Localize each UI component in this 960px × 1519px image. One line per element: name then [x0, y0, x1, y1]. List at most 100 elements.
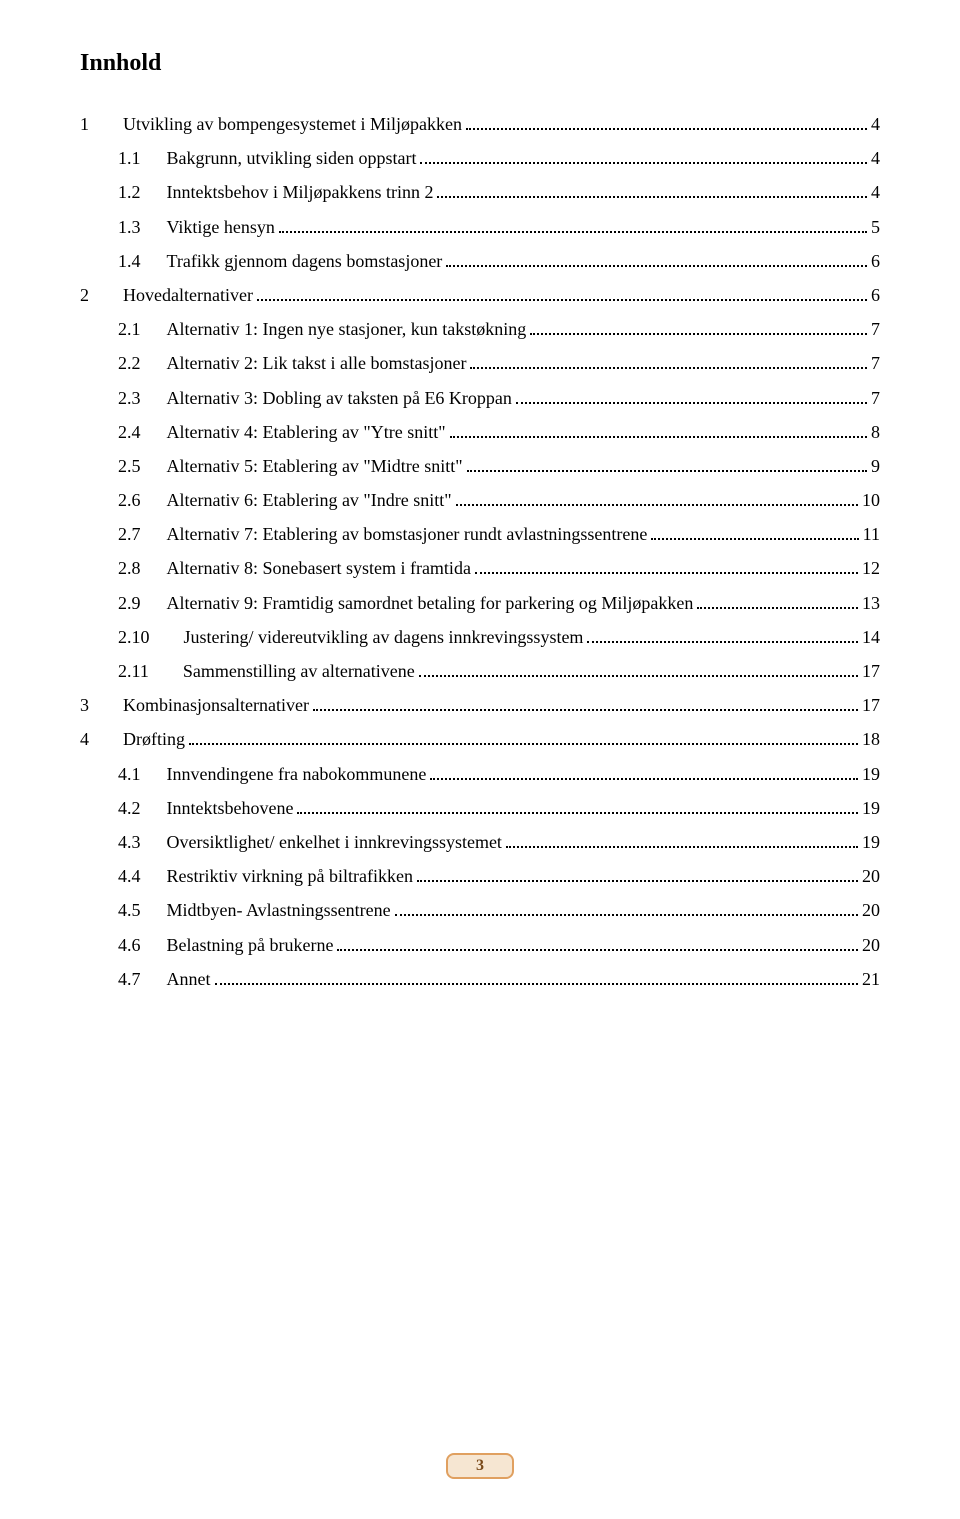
toc-entry-page: 18 — [862, 722, 880, 756]
toc-leader-dots — [279, 216, 867, 232]
page-number-badge: 3 — [446, 1453, 514, 1479]
toc-entry-page: 13 — [862, 586, 880, 620]
toc-entry-label: Inntektsbehovene — [163, 791, 294, 825]
toc-entry-page: 8 — [871, 415, 880, 449]
toc-entry[interactable]: 4Drøfting18 — [80, 722, 880, 756]
toc-leader-dots — [430, 763, 858, 779]
toc-entry-number: 1.3 — [118, 210, 141, 244]
toc-entry-number: 4.4 — [118, 859, 141, 893]
toc-leader-dots — [337, 934, 858, 950]
toc-entry-label: Drøfting — [119, 722, 185, 756]
toc-leader-dots — [587, 626, 858, 642]
toc-entry[interactable]: 4.6Belastning på brukerne20 — [80, 928, 880, 962]
toc-entry-page: 4 — [871, 141, 880, 175]
toc-entry-label: Midtbyen- Avlastningssentrene — [163, 893, 391, 927]
toc-entry-number: 2.9 — [118, 586, 141, 620]
toc-entry[interactable]: 2.2Alternativ 2: Lik takst i alle bomsta… — [80, 346, 880, 380]
toc-entry[interactable]: 4.5Midtbyen- Avlastningssentrene20 — [80, 893, 880, 927]
toc-leader-dots — [257, 285, 867, 301]
toc-entry-number: 2.7 — [118, 517, 141, 551]
toc-entry-label: Oversiktlighet/ enkelhet i innkrevingssy… — [163, 825, 502, 859]
toc-entry-label: Utvikling av bompengesystemet i Miljøpak… — [119, 107, 462, 141]
toc-entry[interactable]: 2.10Justering/ videreutvikling av dagens… — [80, 620, 880, 654]
toc-leader-dots — [651, 524, 858, 540]
toc-entry-page: 5 — [871, 210, 880, 244]
toc-entry-label: Sammenstilling av alternativene — [179, 654, 415, 688]
toc-entry[interactable]: 2Hovedalternativer6 — [80, 278, 880, 312]
toc-entry[interactable]: 4.1Innvendingene fra nabokommunene19 — [80, 757, 880, 791]
toc-entry-page: 7 — [871, 312, 880, 346]
toc-entry-number: 4.7 — [118, 962, 141, 996]
toc-entry[interactable]: 2.7 Alternativ 7: Etablering av bomstasjo… — [80, 517, 880, 551]
toc-entry[interactable]: 2.9Alternativ 9: Framtidig samordnet bet… — [80, 586, 880, 620]
toc-entry[interactable]: 1.1 Bakgrunn, utvikling siden oppstart 4 — [80, 141, 880, 175]
toc-entry-label: Trafikk gjennom dagens bomstasjoner — [163, 244, 443, 278]
toc-entry[interactable]: 2.8Alternativ 8: Sonebasert system i fra… — [80, 551, 880, 585]
toc-entry[interactable]: 1.4 Trafikk gjennom dagens bomstasjoner 6 — [80, 244, 880, 278]
toc-entry-label: Alternativ 1: Ingen nye stasjoner, kun t… — [163, 312, 527, 346]
toc-leader-dots — [470, 353, 867, 369]
toc-leader-dots — [697, 592, 858, 608]
toc-entry-label: Bakgrunn, utvikling siden oppstart — [163, 141, 417, 175]
toc-entry-number: 3 — [80, 688, 89, 722]
toc-entry-label: Alternativ 4: Etablering av "Ytre snitt" — [163, 415, 446, 449]
toc-entry-page: 17 — [862, 688, 880, 722]
toc-entry[interactable]: 4.2Inntektsbehovene19 — [80, 791, 880, 825]
toc-entry-label: Alternativ 5: Etablering av "Midtre snit… — [163, 449, 463, 483]
table-of-contents: 1 Utvikling av bompengesystemet i Miljøpa… — [80, 107, 880, 996]
toc-entry[interactable]: 4.3Oversiktlighet/ enkelhet i innkreving… — [80, 825, 880, 859]
toc-entry-page: 11 — [863, 517, 880, 551]
toc-entry-number: 1.4 — [118, 244, 141, 278]
toc-entry[interactable]: 4.4Restriktiv virkning på biltrafikken20 — [80, 859, 880, 893]
toc-entry-number: 2.6 — [118, 483, 141, 517]
toc-leader-dots — [450, 421, 867, 437]
toc-entry-page: 10 — [862, 483, 880, 517]
toc-entry-label: Inntektsbehov i Miljøpakkens trinn 2 — [163, 175, 434, 209]
toc-entry-number: 2.1 — [118, 312, 141, 346]
toc-entry[interactable]: 2.11 Sammenstilling av alternativene 17 — [80, 654, 880, 688]
toc-entry-number: 1 — [80, 107, 89, 141]
toc-entry-number: 2.11 — [118, 654, 149, 688]
toc-entry-number: 2 — [80, 278, 89, 312]
toc-entry-page: 14 — [862, 620, 880, 654]
toc-entry[interactable]: 2.6Alternativ 6: Etablering av "Indre sn… — [80, 483, 880, 517]
toc-entry-page: 17 — [862, 654, 880, 688]
toc-entry-label: Innvendingene fra nabokommunene — [163, 757, 427, 791]
toc-entry[interactable]: 4.7 Annet 21 — [80, 962, 880, 996]
toc-entry-page: 9 — [871, 449, 880, 483]
toc-entry-label: Hovedalternativer — [119, 278, 253, 312]
toc-entry[interactable]: 2.1 Alternativ 1: Ingen nye stasjoner, ku… — [80, 312, 880, 346]
toc-entry[interactable]: 3Kombinasjonsalternativer17 — [80, 688, 880, 722]
toc-entry-label: Alternativ 7: Etablering av bomstasjoner… — [163, 517, 648, 551]
toc-entry[interactable]: 2.4 Alternativ 4: Etablering av "Ytre sni… — [80, 415, 880, 449]
toc-entry[interactable]: 2.5 Alternativ 5: Etablering av "Midtre s… — [80, 449, 880, 483]
toc-leader-dots — [417, 866, 858, 882]
toc-entry-page: 21 — [862, 962, 880, 996]
toc-leader-dots — [506, 832, 858, 848]
toc-entry-number: 4.2 — [118, 791, 141, 825]
toc-entry[interactable]: 1.3 Viktige hensyn 5 — [80, 210, 880, 244]
toc-entry-number: 2.3 — [118, 381, 141, 415]
toc-entry[interactable]: 1.2Inntektsbehov i Miljøpakkens trinn 24 — [80, 175, 880, 209]
toc-leader-dots — [419, 661, 858, 677]
toc-entry[interactable]: 1 Utvikling av bompengesystemet i Miljøpa… — [80, 107, 880, 141]
toc-leader-dots — [313, 695, 858, 711]
toc-entry-label: Viktige hensyn — [163, 210, 275, 244]
toc-entry-page: 4 — [871, 107, 880, 141]
toc-entry-page: 6 — [871, 244, 880, 278]
toc-leader-dots — [530, 319, 867, 335]
toc-entry[interactable]: 2.3Alternativ 3: Dobling av taksten på E… — [80, 381, 880, 415]
toc-entry-page: 19 — [862, 757, 880, 791]
toc-entry-number: 1.1 — [118, 141, 141, 175]
toc-entry-page: 20 — [862, 928, 880, 962]
toc-leader-dots — [466, 114, 867, 130]
toc-entry-page: 7 — [871, 381, 880, 415]
toc-entry-number: 2.4 — [118, 415, 141, 449]
toc-entry-page: 12 — [862, 551, 880, 585]
toc-entry-label: Annet — [163, 962, 211, 996]
toc-entry-label: Alternativ 8: Sonebasert system i framti… — [163, 551, 471, 585]
toc-entry-number: 2.5 — [118, 449, 141, 483]
toc-entry-number: 2.10 — [118, 620, 150, 654]
toc-leader-dots — [516, 387, 867, 403]
toc-entry-number: 2.2 — [118, 346, 141, 380]
